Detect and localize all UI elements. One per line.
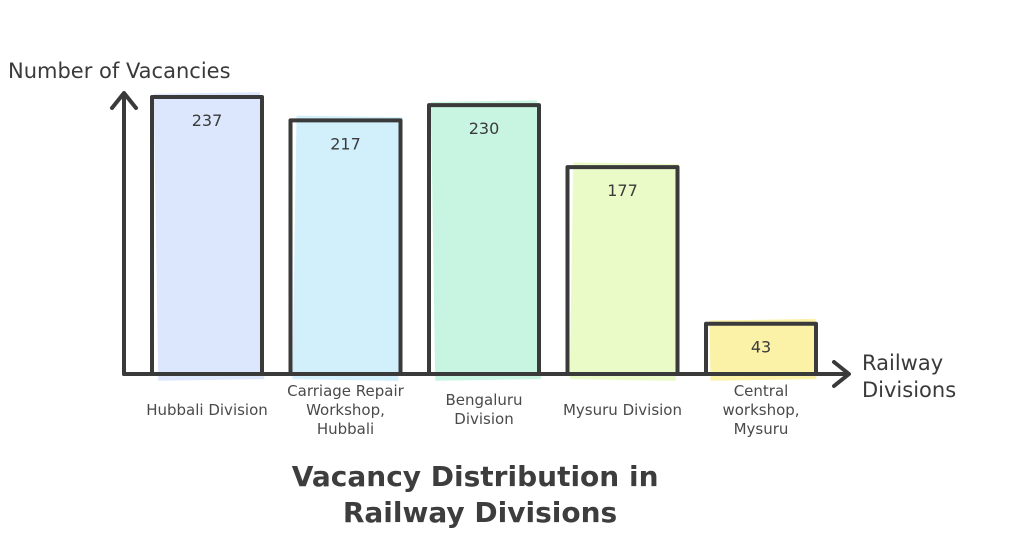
category-label: Mysuru Division [563,401,682,419]
x-axis-title-line: Railway [862,351,943,375]
bar-value-label: 217 [330,134,361,153]
category-label-line: Mysuru Division [563,401,682,419]
chart-title-line: Railway Divisions [343,496,617,529]
x-axis-arrowhead [832,360,851,388]
category-label: Bengaluru Division [445,391,522,428]
category-label-line: Division [454,410,513,428]
category-label-line: Hubbali Division [146,401,268,419]
bar-value-label: 43 [751,338,771,357]
bar-fill [709,318,817,381]
category-label-line: Bengaluru [445,391,522,409]
chart-title: Vacancy Distribution in Railway Division… [292,460,669,529]
chart-title-line: Vacancy Distribution in [292,460,659,493]
y-axis-arrowhead [110,91,138,110]
axes-layer [110,91,851,388]
bar-fill [430,100,542,381]
bar-value-label: 237 [192,111,223,130]
category-label: Central workshop, Mysuru [722,382,799,438]
y-axis-title: Number of Vacancies [8,59,231,83]
category-label-line: Carriage Repair [287,382,404,400]
bar-fill [292,115,403,381]
category-label-line: workshop, [722,401,799,419]
labels-layer: Number of Vacancies Railway Divisions Va… [8,59,956,529]
category-label: Carriage Repair Workshop, Hubbali [287,382,404,438]
bar-value-label: 177 [607,181,638,200]
category-label-line: Hubbali [317,420,374,438]
category-label-line: Workshop, [306,401,385,419]
x-axis-title: Railway Divisions [862,351,956,402]
category-label: Hubbali Division [146,401,268,419]
bar-fill [569,162,680,381]
x-axis-title-line: Divisions [862,378,956,402]
category-label-line: Mysuru [734,420,789,438]
bars-layer [150,92,818,381]
bar-fill [153,92,265,381]
bar-value-label: 230 [469,119,500,138]
category-label-line: Central [734,382,789,400]
